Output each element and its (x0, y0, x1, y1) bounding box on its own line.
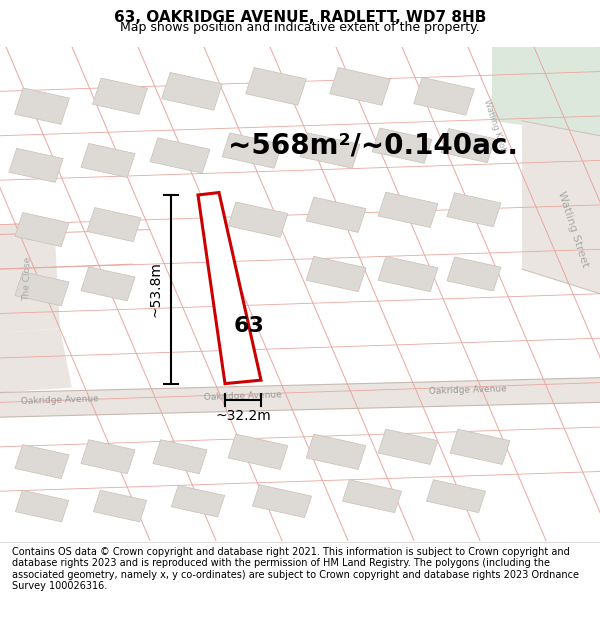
Polygon shape (222, 133, 282, 168)
Text: Watling Street: Watling Street (556, 190, 590, 269)
Polygon shape (441, 129, 495, 162)
Polygon shape (14, 88, 70, 124)
Text: 63, OAKRIDGE AVENUE, RADLETT, WD7 8HB: 63, OAKRIDGE AVENUE, RADLETT, WD7 8HB (114, 10, 486, 25)
Polygon shape (228, 434, 288, 469)
Polygon shape (81, 439, 135, 474)
Polygon shape (253, 484, 311, 518)
Text: ~568m²/~0.140ac.: ~568m²/~0.140ac. (228, 132, 518, 159)
Polygon shape (447, 192, 501, 227)
Polygon shape (94, 490, 146, 522)
Polygon shape (306, 434, 366, 469)
Polygon shape (81, 143, 135, 177)
Polygon shape (372, 128, 432, 163)
Polygon shape (245, 68, 307, 105)
Polygon shape (87, 208, 141, 242)
Polygon shape (16, 490, 68, 522)
Text: Oakridge Avenue: Oakridge Avenue (21, 394, 99, 406)
Text: Oakridge Avenue: Oakridge Avenue (204, 391, 282, 402)
Polygon shape (92, 78, 148, 114)
Polygon shape (300, 133, 360, 168)
Polygon shape (413, 78, 475, 115)
Polygon shape (153, 439, 207, 474)
Polygon shape (81, 267, 135, 301)
Polygon shape (378, 256, 438, 292)
Polygon shape (15, 444, 69, 479)
Text: Watling Knoll: Watling Knoll (482, 98, 508, 153)
Polygon shape (0, 219, 60, 333)
Text: 63: 63 (233, 316, 265, 336)
Polygon shape (306, 197, 366, 232)
Polygon shape (0, 378, 600, 418)
Text: ~53.8m: ~53.8m (149, 261, 163, 318)
Polygon shape (427, 480, 485, 512)
Text: The Close: The Close (22, 257, 32, 301)
Polygon shape (329, 68, 391, 105)
Text: Oakridge Avenue: Oakridge Avenue (429, 384, 507, 396)
Polygon shape (15, 213, 69, 247)
Text: Contains OS data © Crown copyright and database right 2021. This information is : Contains OS data © Crown copyright and d… (12, 546, 579, 591)
Polygon shape (15, 272, 69, 306)
Polygon shape (0, 328, 72, 392)
Polygon shape (150, 138, 210, 173)
Polygon shape (492, 47, 600, 136)
Text: Map shows position and indicative extent of the property.: Map shows position and indicative extent… (120, 21, 480, 34)
Polygon shape (228, 202, 288, 238)
Polygon shape (378, 192, 438, 228)
Polygon shape (378, 429, 438, 464)
Polygon shape (343, 480, 401, 512)
Polygon shape (306, 256, 366, 292)
Polygon shape (9, 148, 63, 182)
Polygon shape (198, 192, 261, 384)
Text: ~32.2m: ~32.2m (215, 409, 271, 422)
Polygon shape (450, 429, 510, 464)
Polygon shape (447, 257, 501, 291)
Polygon shape (172, 485, 224, 517)
Polygon shape (161, 72, 223, 110)
Polygon shape (522, 121, 600, 294)
